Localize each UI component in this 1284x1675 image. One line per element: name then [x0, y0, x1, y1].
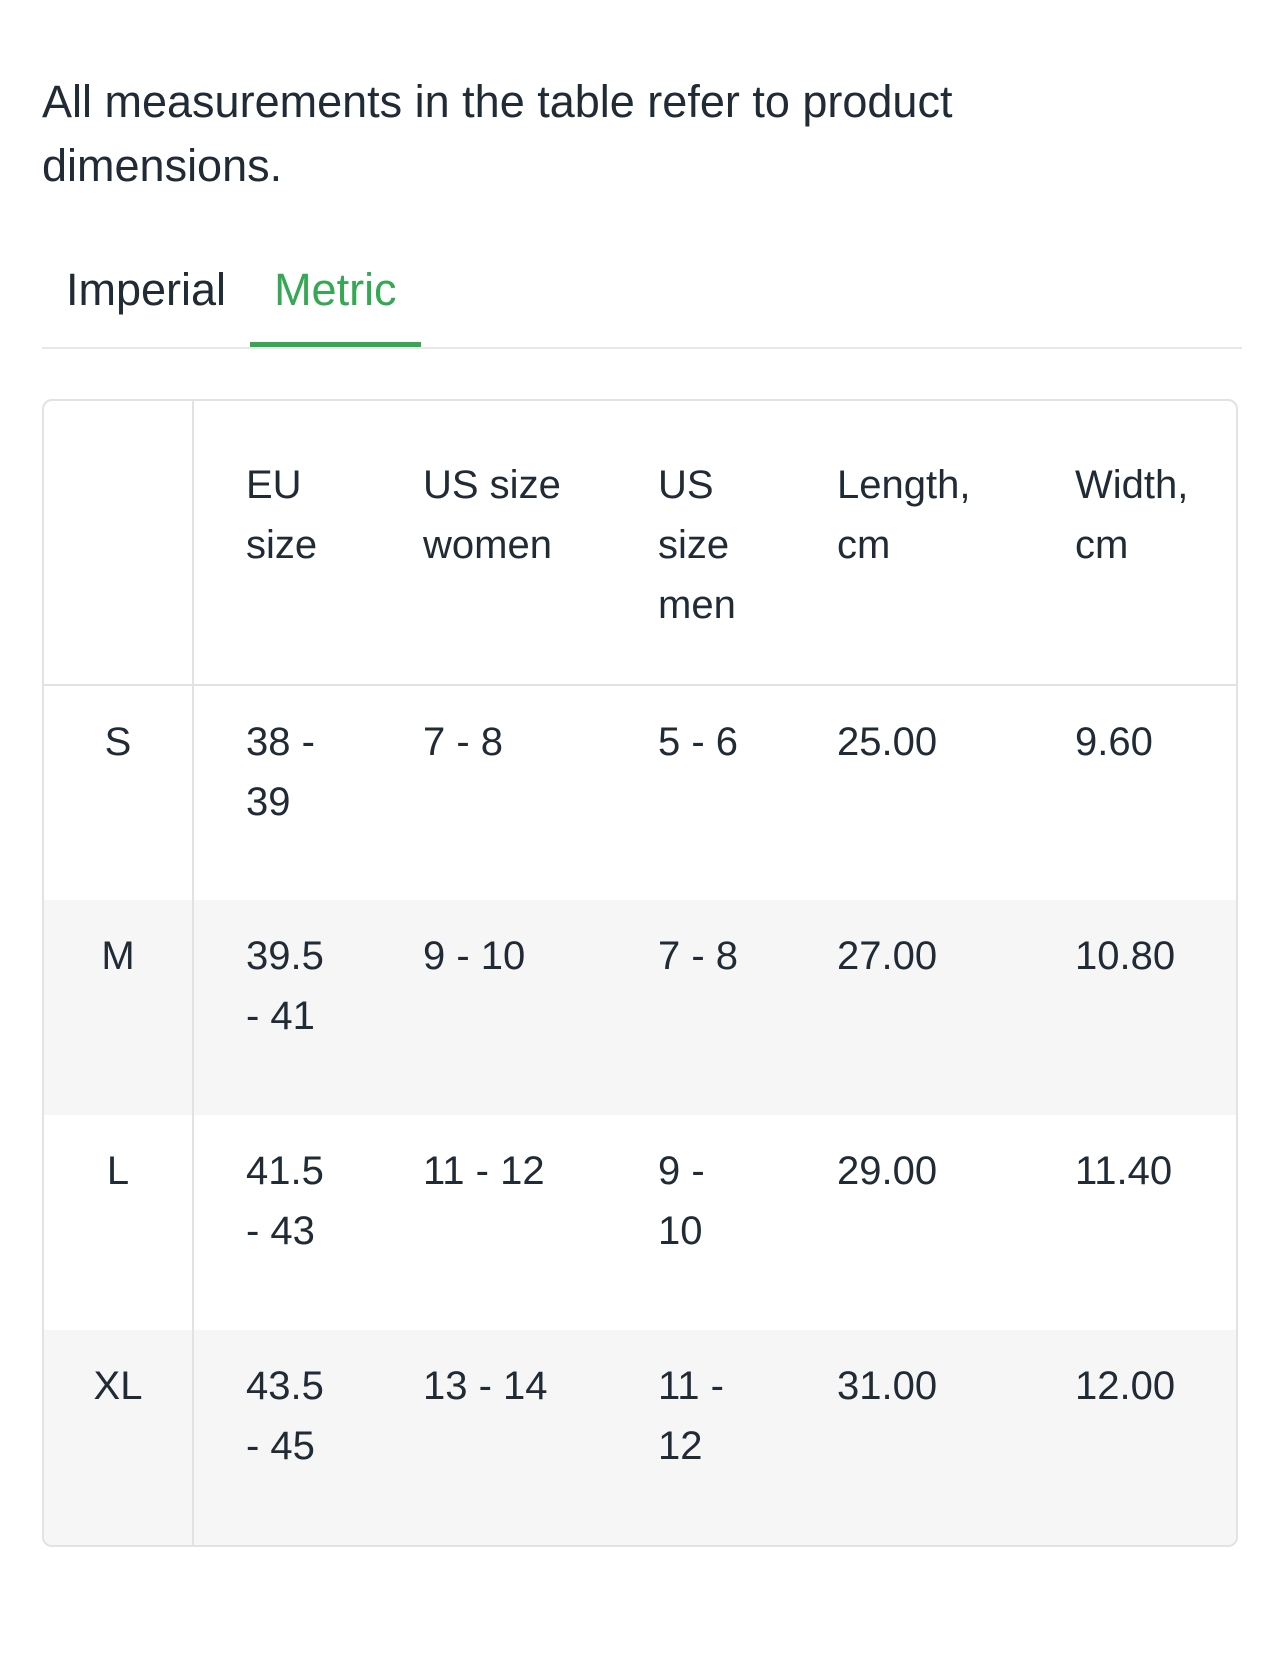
length-cell: 25.00 [837, 720, 938, 764]
size-label: M [44, 900, 194, 1115]
col-header-size [44, 401, 194, 686]
us-men-cell: 5 - 6 [658, 720, 739, 764]
eu-size-cell: 38 - 39 [246, 720, 315, 824]
width-cell: 10.80 [1075, 934, 1176, 978]
length-cell: 29.00 [837, 1149, 938, 1193]
size-table: EU size US size women US size men Length… [44, 401, 1236, 1545]
table-row-s: S 38 - 39 7 - 8 5 - 6 25.00 9.60 [44, 685, 1236, 900]
size-label: S [44, 685, 194, 900]
table-row-xl: XL 43.5 - 45 13 - 14 11 - 12 31.00 12.00 [44, 1330, 1236, 1545]
col-header-us-size-women: US size women [371, 401, 606, 686]
us-men-cell: 9 - 10 [658, 1149, 705, 1253]
width-cell: 11.40 [1075, 1149, 1173, 1193]
col-header-width-cm: Width, cm [1023, 401, 1236, 686]
col-header-length-cm: Length, cm [785, 401, 1023, 686]
eu-size-cell: 39.5 - 41 [246, 934, 324, 1038]
us-women-cell: 7 - 8 [423, 720, 504, 764]
table-row-m: M 39.5 - 41 9 - 10 7 - 8 27.00 10.80 [44, 900, 1236, 1115]
width-cell: 12.00 [1075, 1364, 1176, 1408]
us-men-cell: 11 - 12 [658, 1364, 724, 1468]
length-cell: 31.00 [837, 1364, 938, 1408]
width-cell: 9.60 [1075, 720, 1153, 764]
eu-size-cell: 41.5 - 43 [246, 1149, 324, 1253]
length-cell: 27.00 [837, 934, 938, 978]
table-row-l: L 41.5 - 43 11 - 12 9 - 10 29.00 11.40 [44, 1115, 1236, 1330]
size-chart-content: All measurements in the table refer to p… [42, 76, 1242, 1547]
unit-system-tabs: Imperial Metric [42, 260, 1242, 349]
col-header-eu-size: EU size [193, 401, 371, 686]
tab-imperial[interactable]: Imperial [66, 264, 227, 315]
us-women-cell: 11 - 12 [423, 1149, 545, 1193]
us-women-cell: 13 - 14 [423, 1364, 548, 1408]
size-table-container: EU size US size women US size men Length… [42, 399, 1238, 1547]
header-row: EU size US size women US size men Length… [44, 401, 1236, 686]
measurements-note: All measurements in the table refer to p… [42, 76, 953, 191]
col-header-us-size-men: US size men [606, 401, 785, 686]
tab-metric[interactable]: Metric [250, 260, 421, 347]
us-women-cell: 9 - 10 [423, 934, 526, 978]
size-label: XL [44, 1330, 194, 1545]
eu-size-cell: 43.5 - 45 [246, 1364, 324, 1468]
us-men-cell: 7 - 8 [658, 934, 739, 978]
size-label: L [44, 1115, 194, 1330]
